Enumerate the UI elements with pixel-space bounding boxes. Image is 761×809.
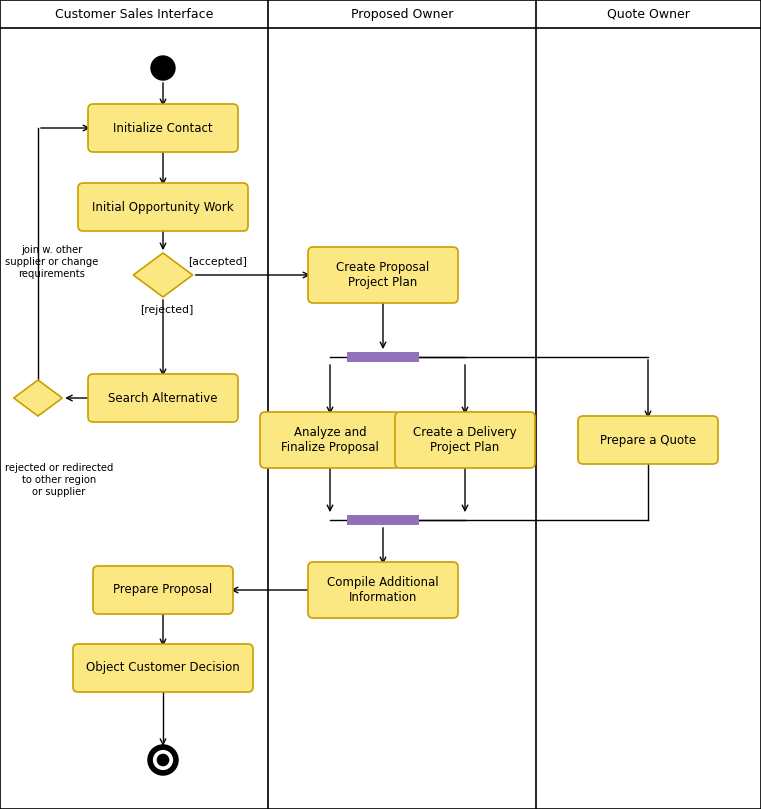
Text: join w. other
supplier or change
requirements: join w. other supplier or change require… xyxy=(5,245,98,278)
Polygon shape xyxy=(133,253,193,297)
Bar xyxy=(347,352,419,362)
Text: Object Customer Decision: Object Customer Decision xyxy=(86,662,240,675)
FancyBboxPatch shape xyxy=(73,644,253,692)
Text: Create a Delivery
Project Plan: Create a Delivery Project Plan xyxy=(413,426,517,454)
FancyBboxPatch shape xyxy=(88,104,238,152)
Text: Initialize Contact: Initialize Contact xyxy=(113,121,213,134)
Circle shape xyxy=(157,754,169,766)
FancyBboxPatch shape xyxy=(78,183,248,231)
FancyBboxPatch shape xyxy=(308,247,458,303)
Text: rejected or redirected
to other region
or supplier: rejected or redirected to other region o… xyxy=(5,464,113,497)
Circle shape xyxy=(151,56,175,80)
Text: Create Proposal
Project Plan: Create Proposal Project Plan xyxy=(336,261,430,289)
Circle shape xyxy=(149,746,177,774)
FancyBboxPatch shape xyxy=(260,412,400,468)
Polygon shape xyxy=(14,380,62,416)
Text: Prepare a Quote: Prepare a Quote xyxy=(600,434,696,447)
Bar xyxy=(347,515,419,525)
FancyBboxPatch shape xyxy=(395,412,535,468)
FancyBboxPatch shape xyxy=(93,566,233,614)
Text: Search Alternative: Search Alternative xyxy=(108,392,218,404)
FancyBboxPatch shape xyxy=(308,562,458,618)
Text: Proposed Owner: Proposed Owner xyxy=(351,7,454,20)
Text: Initial Opportunity Work: Initial Opportunity Work xyxy=(92,201,234,214)
Text: Analyze and
Finalize Proposal: Analyze and Finalize Proposal xyxy=(281,426,379,454)
Text: Compile Additional
Information: Compile Additional Information xyxy=(327,576,439,604)
Text: Prepare Proposal: Prepare Proposal xyxy=(113,583,212,596)
Text: [rejected]: [rejected] xyxy=(140,305,193,315)
FancyBboxPatch shape xyxy=(578,416,718,464)
Circle shape xyxy=(153,750,173,770)
Text: [accepted]: [accepted] xyxy=(188,257,247,267)
Text: Customer Sales Interface: Customer Sales Interface xyxy=(55,7,213,20)
Text: Quote Owner: Quote Owner xyxy=(607,7,690,20)
FancyBboxPatch shape xyxy=(88,374,238,422)
